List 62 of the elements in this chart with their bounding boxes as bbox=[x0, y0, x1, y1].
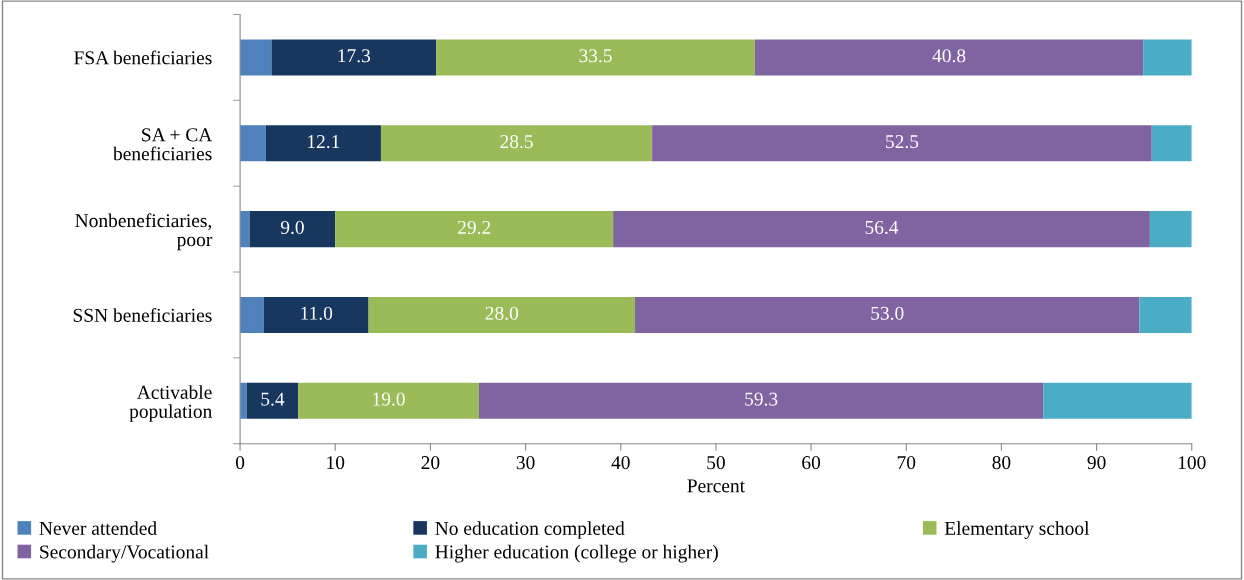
bar bbox=[249, 211, 336, 248]
y-tick-label: Nonbeneficiaries, poor bbox=[75, 213, 213, 251]
x-tick-label: 80 bbox=[992, 456, 1011, 470]
data-label: 52.5 bbox=[886, 135, 919, 149]
legend-label: Higher education (college or higher) bbox=[435, 544, 718, 563]
data-label: 17.3 bbox=[338, 49, 371, 63]
bar bbox=[1149, 211, 1192, 248]
bar bbox=[436, 39, 755, 76]
bar bbox=[652, 125, 1152, 162]
bar bbox=[613, 211, 1150, 248]
bar bbox=[240, 125, 266, 162]
x-tick-label: 100 bbox=[1178, 456, 1206, 470]
data-label: 29.2 bbox=[458, 220, 491, 235]
x-tick-label: 90 bbox=[1087, 456, 1106, 470]
x-tick-label: 20 bbox=[421, 456, 440, 470]
x-tick-label: 70 bbox=[897, 456, 916, 470]
x-tick-label: 60 bbox=[802, 456, 821, 470]
bar bbox=[240, 39, 272, 76]
bar bbox=[240, 382, 247, 419]
bar bbox=[635, 296, 1140, 333]
x-tick-label: 30 bbox=[516, 456, 535, 470]
y-tick-label: SA + CA beneficiaries bbox=[112, 128, 213, 161]
data-label: 12.1 bbox=[308, 135, 340, 149]
data-label: 59.3 bbox=[745, 392, 778, 406]
legend-label: Never attended bbox=[39, 521, 157, 535]
data-label: 33.5 bbox=[579, 49, 612, 63]
legend-label: Elementary school bbox=[944, 521, 1090, 539]
data-label: 40.8 bbox=[932, 49, 966, 63]
data-label: 5.4 bbox=[261, 392, 285, 406]
bar bbox=[263, 296, 369, 333]
x-tick-label: 10 bbox=[327, 456, 345, 470]
legend-label: No education completed bbox=[435, 521, 625, 539]
bar bbox=[298, 382, 479, 419]
data-label: 28.0 bbox=[485, 306, 519, 320]
bar bbox=[1143, 39, 1192, 76]
data-label: 53.0 bbox=[871, 306, 904, 320]
x-tick-label: 0 bbox=[235, 456, 245, 470]
bar bbox=[246, 382, 299, 419]
x-axis-title: Percent bbox=[687, 479, 745, 493]
legend-label: Secondary/Vocational bbox=[40, 544, 209, 563]
bar bbox=[1151, 125, 1192, 162]
x-tick-label: 50 bbox=[707, 456, 725, 470]
bar bbox=[265, 125, 381, 162]
bar bbox=[754, 39, 1144, 76]
bar bbox=[478, 382, 1044, 419]
data-label: 11.0 bbox=[301, 306, 333, 320]
y-tick-label: FSA beneficiaries bbox=[74, 50, 212, 65]
x-tick-label: 40 bbox=[611, 456, 630, 470]
data-label: 9.0 bbox=[280, 220, 304, 235]
bar bbox=[368, 296, 636, 333]
data-label: 56.4 bbox=[865, 220, 899, 235]
bar bbox=[240, 296, 264, 333]
bar bbox=[380, 125, 653, 162]
bar bbox=[1043, 382, 1192, 419]
bar bbox=[1139, 296, 1192, 333]
bar bbox=[335, 211, 614, 248]
y-tick-label: SSN beneficiaries bbox=[73, 308, 212, 322]
data-label: 28.5 bbox=[500, 135, 533, 149]
y-tick-label: Activable population bbox=[129, 385, 213, 422]
bar bbox=[271, 39, 437, 76]
data-label: 19.0 bbox=[373, 392, 405, 406]
bar bbox=[240, 211, 250, 248]
